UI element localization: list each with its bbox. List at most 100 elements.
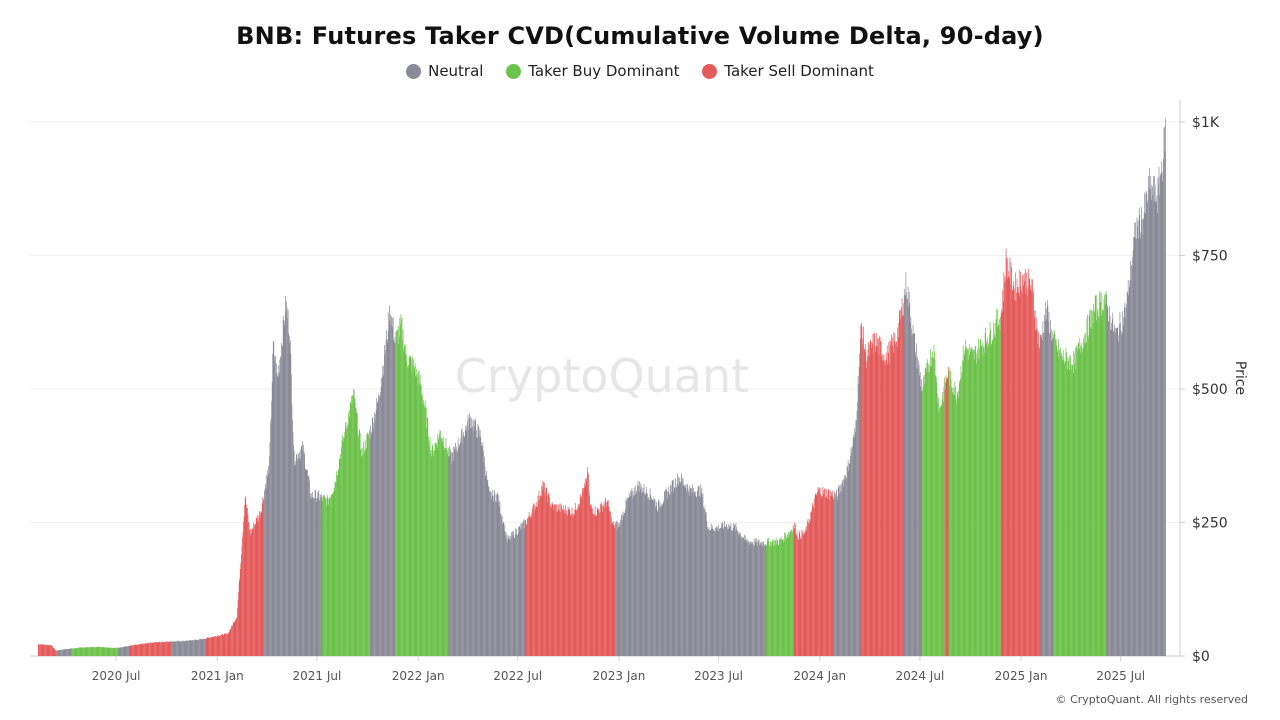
price-bar: [852, 447, 853, 656]
price-bar: [301, 445, 303, 656]
price-bar: [880, 342, 882, 656]
price-bar: [287, 317, 288, 656]
price-bar: [970, 347, 972, 656]
legend-item-taker-buy[interactable]: Taker Buy Dominant: [506, 62, 679, 80]
price-bar: [243, 521, 244, 656]
price-bar: [264, 488, 266, 656]
price-bar: [500, 514, 502, 656]
price-bar: [149, 643, 150, 656]
legend-item-neutral[interactable]: Neutral: [406, 62, 483, 80]
price-bar: [707, 529, 709, 656]
price-bar: [719, 529, 720, 656]
price-bar: [1042, 339, 1043, 656]
price-bar: [121, 647, 123, 656]
price-bar: [700, 492, 702, 656]
price-bar: [626, 499, 628, 656]
price-bar: [455, 442, 456, 656]
price-bar: [493, 496, 495, 656]
price-bar: [262, 496, 264, 656]
price-bar: [168, 641, 170, 656]
price-bar: [1129, 280, 1131, 656]
price-bar: [1096, 294, 1098, 656]
price-bar: [332, 492, 334, 656]
legend-item-taker-sell[interactable]: Taker Sell Dominant: [702, 62, 874, 80]
price-bar: [920, 379, 922, 656]
price-bar: [618, 522, 620, 656]
price-bar: [546, 487, 548, 656]
price-bar: [766, 545, 768, 656]
price-bar: [353, 389, 354, 656]
price-bar: [750, 541, 752, 656]
price-bar: [538, 501, 539, 656]
price-bar: [690, 488, 692, 656]
price-bar: [99, 646, 100, 656]
price-bar: [925, 367, 927, 656]
price-bar: [586, 481, 588, 656]
price-bar: [306, 470, 308, 656]
price-bar: [722, 523, 724, 656]
price-bar: [154, 642, 156, 656]
price-bar: [711, 525, 713, 656]
price-bar: [955, 386, 956, 656]
price-bar: [232, 623, 234, 656]
price-bar: [965, 339, 966, 656]
price-bar: [229, 630, 231, 656]
price-bar: [649, 488, 651, 656]
price-bar: [870, 342, 872, 656]
price-bar: [84, 647, 85, 656]
price-bar: [568, 508, 570, 656]
price-bar: [424, 406, 425, 656]
price-bar: [47, 645, 49, 656]
price-bar: [396, 329, 398, 656]
price-bar: [1051, 341, 1053, 656]
price-bar: [927, 359, 928, 656]
price-bar: [434, 449, 435, 656]
price-bar: [158, 642, 160, 656]
price-bar: [562, 510, 564, 656]
price-bar: [984, 352, 985, 656]
price-bar: [871, 348, 873, 656]
price-bar: [1021, 293, 1023, 656]
price-bar: [828, 489, 830, 656]
price-bar: [335, 482, 337, 656]
price-bar: [585, 477, 587, 656]
price-bar: [1162, 171, 1164, 656]
price-bar: [40, 644, 42, 656]
price-bar: [791, 529, 792, 656]
price-bar: [178, 640, 179, 656]
price-bar: [1161, 181, 1163, 656]
price-bar: [39, 644, 41, 656]
price-bar: [360, 449, 362, 656]
price-bar: [577, 508, 578, 656]
price-bar: [342, 435, 343, 656]
price-bar: [1045, 308, 1047, 656]
price-bar: [971, 347, 972, 656]
price-bar: [1017, 286, 1018, 656]
price-bar: [473, 420, 475, 656]
price-bar: [92, 647, 94, 656]
price-bar: [491, 495, 493, 656]
price-bar: [1065, 348, 1067, 656]
price-bar: [566, 515, 568, 656]
price-bar: [320, 494, 321, 656]
price-bar: [765, 544, 766, 656]
price-bar: [849, 463, 851, 656]
price-bar: [263, 499, 265, 656]
price-bar: [967, 359, 969, 656]
price-bar: [1002, 290, 1004, 656]
price-bar: [1146, 192, 1148, 657]
price-bar: [376, 398, 378, 656]
price-bar: [638, 486, 639, 656]
price-bar: [163, 642, 165, 656]
price-bar: [147, 643, 149, 656]
price-bar: [1081, 348, 1083, 656]
price-bar: [613, 521, 615, 656]
price-bar: [736, 529, 738, 656]
price-bar: [194, 639, 196, 656]
price-bar: [623, 513, 625, 656]
price-bar: [426, 416, 428, 656]
price-bar: [267, 469, 269, 656]
price-bar: [554, 503, 555, 656]
price-bar: [1045, 301, 1047, 656]
price-bar: [1019, 270, 1021, 656]
